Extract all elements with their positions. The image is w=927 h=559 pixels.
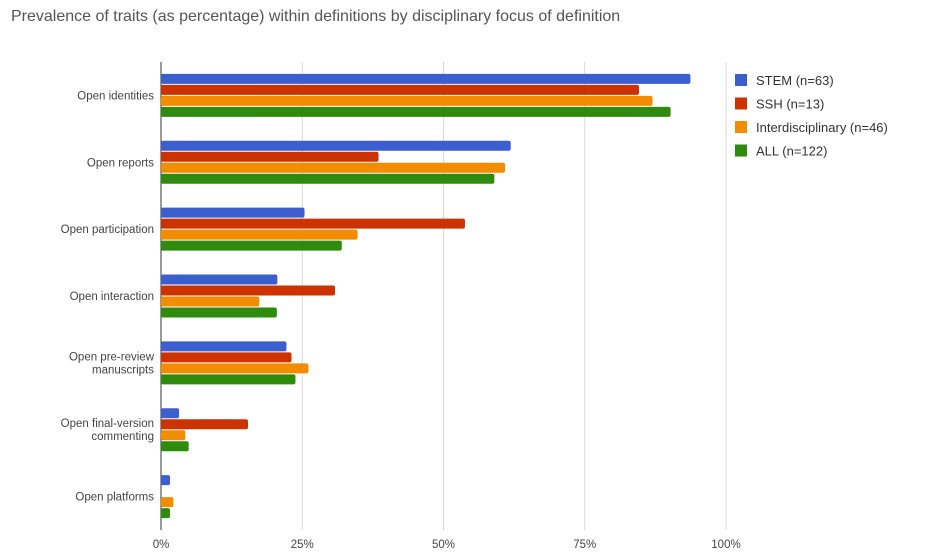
bar-ssh: [161, 285, 336, 296]
bar-ssh: [161, 218, 465, 229]
bar-stem: [161, 475, 171, 486]
bar-all: [161, 508, 171, 519]
x-tick-label: 100%: [711, 539, 740, 551]
bar-stem: [161, 341, 287, 352]
bar-interdisciplinary: [161, 497, 174, 508]
x-tick-label: 75%: [573, 539, 596, 551]
bar-stem: [161, 73, 691, 84]
bar-all: [161, 173, 495, 184]
legend-label: SSH (n=13): [756, 97, 824, 112]
bar-stem: [161, 274, 278, 285]
bar-interdisciplinary: [161, 162, 506, 173]
x-tick-label: 50%: [432, 539, 455, 551]
category-label: Open pre-review: [69, 351, 155, 363]
legend-label: ALL (n=122): [756, 144, 827, 159]
category-label: Open interaction: [70, 291, 154, 303]
bar-all: [161, 240, 342, 251]
bar-stem: [161, 408, 180, 419]
x-tick-label: 0%: [153, 539, 170, 551]
bar-interdisciplinary: [161, 296, 260, 307]
bar-stem: [161, 140, 511, 151]
category-label: Open platforms: [75, 492, 154, 504]
bar-ssh: [161, 151, 379, 162]
category-label: Open reports: [87, 157, 154, 169]
category-label: Open final-version: [61, 418, 154, 430]
bar-all: [161, 441, 189, 452]
x-tick-label: 25%: [291, 539, 314, 551]
bar-interdisciplinary: [161, 229, 358, 240]
legend-swatch: [735, 121, 747, 133]
bar-stem: [161, 207, 305, 218]
bar-interdisciplinary: [161, 95, 653, 106]
legend-swatch: [735, 144, 747, 157]
category-label: Open participation: [61, 224, 154, 236]
bar-ssh: [161, 84, 639, 95]
legend-label: STEM (n=63): [756, 73, 834, 88]
bar-ssh: [161, 352, 292, 363]
bar-ssh: [161, 419, 249, 430]
bar-interdisciplinary: [161, 363, 309, 374]
legend-swatch: [735, 74, 747, 86]
bar-all: [161, 307, 277, 318]
category-label: manuscripts: [92, 364, 154, 376]
bar-interdisciplinary: [161, 430, 186, 441]
legend-label: Interdisciplinary (n=46): [756, 120, 888, 135]
bar-all: [161, 106, 671, 117]
legend-swatch: [735, 97, 747, 110]
bar-all: [161, 374, 296, 385]
category-label: Open identities: [77, 90, 154, 102]
chart-title: Prevalence of traits (as percentage) wit…: [11, 8, 621, 25]
category-label: commenting: [91, 431, 154, 443]
